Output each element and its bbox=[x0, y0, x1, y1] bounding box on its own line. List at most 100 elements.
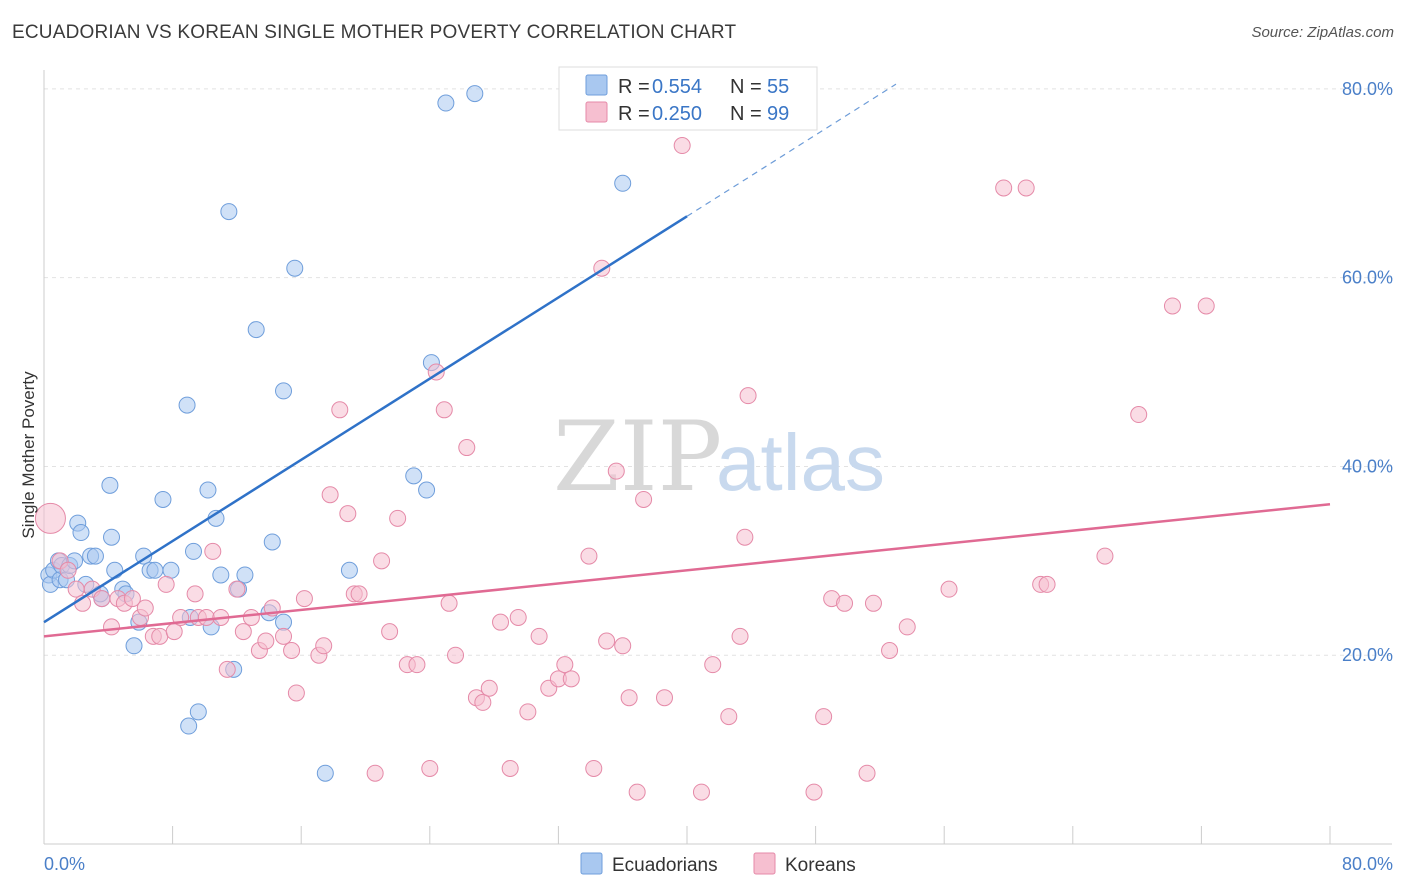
point-koreans bbox=[381, 623, 399, 641]
point-koreans bbox=[93, 590, 111, 608]
point-koreans bbox=[607, 462, 625, 480]
trend-line-extension-ecuadorians bbox=[686, 83, 897, 217]
point-koreans bbox=[704, 656, 722, 674]
y-axis-label: Single Mother Poverty bbox=[19, 371, 38, 539]
point-ecuadorians bbox=[184, 542, 202, 560]
point-koreans bbox=[321, 486, 339, 504]
point-koreans bbox=[275, 627, 293, 645]
point-koreans bbox=[331, 401, 349, 419]
bottom-legend-swatch-koreans bbox=[753, 852, 776, 875]
point-koreans bbox=[440, 594, 458, 612]
bottom-legend-swatch-ecuadorians bbox=[580, 852, 603, 875]
watermark-atlas: atlas bbox=[716, 418, 885, 507]
point-koreans bbox=[836, 594, 854, 612]
legend-r-value-ecuadorians: 0.554 bbox=[652, 76, 702, 98]
point-koreans bbox=[739, 387, 757, 405]
point-ecuadorians bbox=[199, 481, 217, 499]
point-ecuadorians bbox=[162, 561, 180, 579]
point-koreans bbox=[103, 618, 121, 636]
point-koreans bbox=[123, 590, 141, 608]
point-koreans bbox=[1096, 547, 1114, 565]
point-ecuadorians bbox=[103, 528, 121, 546]
point-ecuadorians bbox=[466, 85, 484, 103]
point-koreans bbox=[673, 137, 691, 155]
y-tick-label-40: 40.0% bbox=[1342, 456, 1393, 476]
point-koreans bbox=[620, 689, 638, 707]
point-koreans bbox=[492, 613, 510, 631]
point-ecuadorians bbox=[437, 94, 455, 112]
point-koreans bbox=[315, 637, 333, 655]
chart-source: Source: ZipAtlas.com bbox=[1251, 24, 1394, 41]
point-koreans bbox=[228, 580, 246, 598]
point-ecuadorians bbox=[189, 703, 207, 721]
point-ecuadorians bbox=[275, 382, 293, 400]
point-koreans bbox=[1038, 575, 1056, 593]
point-koreans bbox=[136, 599, 154, 617]
point-ecuadorians bbox=[178, 396, 196, 414]
point-koreans bbox=[864, 594, 882, 612]
point-koreans bbox=[1197, 297, 1215, 315]
point-koreans bbox=[204, 542, 222, 560]
point-koreans bbox=[995, 179, 1013, 197]
point-ecuadorians bbox=[286, 259, 304, 277]
point-koreans bbox=[435, 401, 453, 419]
point-koreans bbox=[720, 708, 738, 726]
point-koreans bbox=[858, 764, 876, 782]
point-ecuadorians bbox=[125, 637, 143, 655]
bottom-legend: Ecuadorians Koreans bbox=[580, 852, 856, 876]
x-tick-label-min: 0.0% bbox=[44, 854, 85, 874]
y-tick-label-80: 80.0% bbox=[1342, 79, 1393, 99]
point-koreans bbox=[692, 783, 710, 801]
point-ecuadorians bbox=[316, 764, 334, 782]
point-ecuadorians bbox=[418, 481, 436, 499]
axes bbox=[43, 70, 1392, 845]
point-koreans bbox=[242, 608, 260, 626]
point-ecuadorians bbox=[614, 174, 632, 192]
point-koreans bbox=[585, 759, 603, 777]
point-koreans bbox=[474, 693, 492, 711]
point-koreans bbox=[283, 642, 301, 659]
point-koreans bbox=[480, 679, 498, 697]
point-koreans bbox=[898, 618, 916, 636]
point-koreans bbox=[881, 642, 899, 659]
point-ecuadorians bbox=[86, 547, 104, 565]
y-tick-label-60: 60.0% bbox=[1342, 268, 1393, 288]
point-koreans bbox=[197, 608, 215, 626]
point-koreans bbox=[598, 632, 616, 650]
x-tick-label-max: 80.0% bbox=[1342, 854, 1393, 874]
point-ecuadorians bbox=[146, 561, 164, 579]
legend-n-value-ecuadorians: 55 bbox=[767, 76, 789, 98]
point-ecuadorians bbox=[135, 547, 153, 565]
point-koreans bbox=[736, 528, 754, 546]
point-koreans bbox=[157, 575, 175, 593]
point-koreans bbox=[1017, 179, 1035, 197]
y-tick-labels: 20.0% 40.0% 60.0% 80.0% bbox=[1342, 79, 1393, 665]
y-tick-label-20: 20.0% bbox=[1342, 645, 1393, 665]
point-ecuadorians bbox=[180, 717, 198, 735]
legend-swatch-koreans bbox=[585, 101, 608, 123]
point-ecuadorians bbox=[106, 561, 124, 579]
point-ecuadorians bbox=[275, 613, 293, 631]
point-koreans bbox=[295, 590, 313, 608]
point-koreans bbox=[373, 552, 391, 570]
point-koreans bbox=[34, 502, 66, 534]
point-koreans bbox=[556, 656, 574, 674]
point-koreans bbox=[501, 759, 519, 777]
point-ecuadorians bbox=[405, 467, 423, 485]
legend-r-label-ecuadorians: R = bbox=[618, 76, 650, 98]
point-ecuadorians bbox=[72, 524, 90, 542]
point-ecuadorians bbox=[220, 203, 238, 221]
point-koreans bbox=[165, 623, 183, 641]
point-koreans bbox=[580, 547, 598, 565]
point-koreans bbox=[1130, 406, 1148, 424]
point-ecuadorians bbox=[236, 566, 254, 584]
legend-n-label-ecuadorians: N = bbox=[730, 76, 762, 98]
point-koreans bbox=[655, 689, 673, 707]
legend-n-label-koreans: N = bbox=[730, 103, 762, 125]
point-ecuadorians bbox=[101, 476, 119, 494]
point-ecuadorians bbox=[154, 490, 172, 508]
point-koreans bbox=[287, 684, 305, 702]
legend-r-label-koreans: R = bbox=[618, 103, 650, 125]
point-koreans bbox=[67, 580, 85, 598]
point-ecuadorians bbox=[212, 566, 230, 584]
